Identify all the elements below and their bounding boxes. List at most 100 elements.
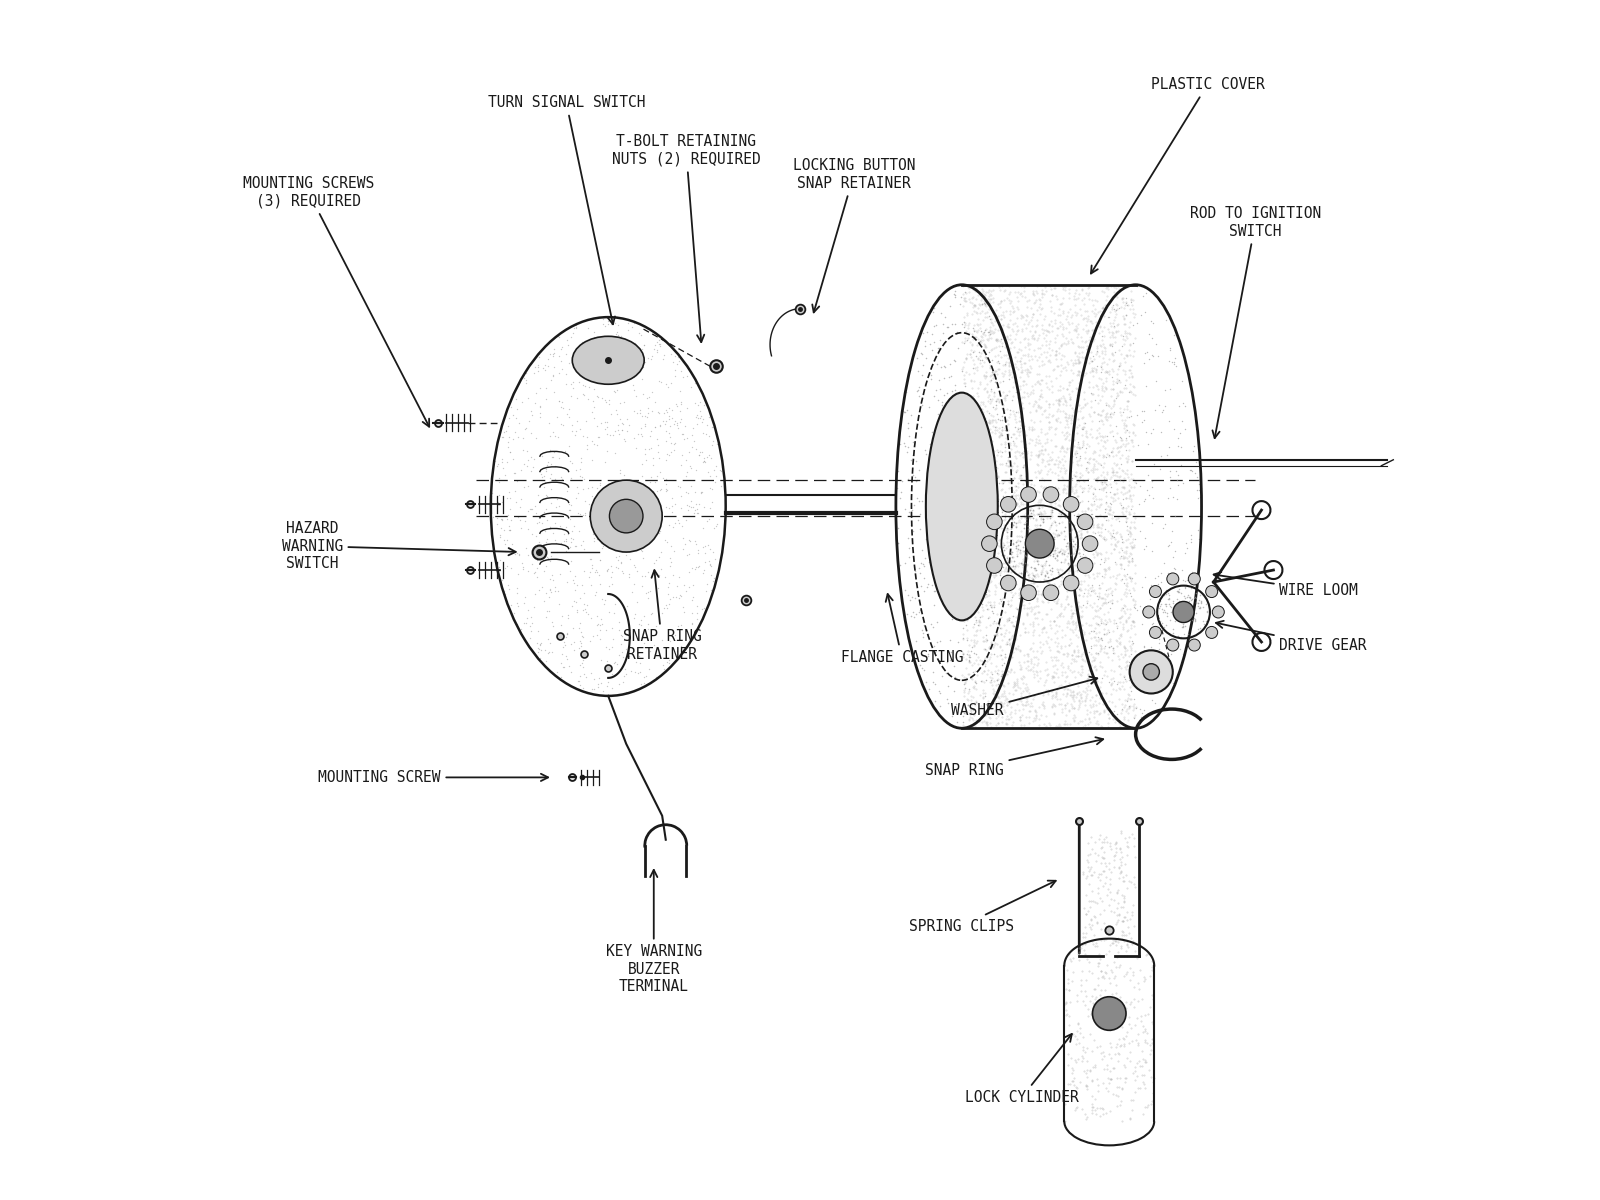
Point (589, 347, 614, 366)
Point (498, 559, 523, 578)
Point (498, 443, 523, 462)
Point (606, 340, 632, 359)
Point (538, 551, 563, 570)
Point (515, 502, 541, 521)
Point (624, 425, 650, 444)
Point (488, 518, 514, 538)
Point (699, 436, 725, 455)
Point (626, 664, 651, 683)
Point (554, 624, 579, 643)
Point (1093, 474, 1118, 493)
Point (1179, 461, 1205, 480)
Point (582, 562, 608, 581)
Point (619, 317, 645, 336)
Point (610, 648, 635, 667)
Point (886, 556, 912, 575)
Point (902, 588, 928, 607)
Point (634, 407, 659, 426)
Point (1032, 526, 1058, 545)
Point (1158, 353, 1184, 372)
Point (1026, 498, 1051, 517)
Point (938, 518, 963, 538)
Point (566, 631, 592, 650)
Text: T-BOLT RETAINING
NUTS (2) REQUIRED: T-BOLT RETAINING NUTS (2) REQUIRED (611, 134, 760, 342)
Point (698, 554, 723, 574)
Point (592, 317, 618, 336)
Point (506, 508, 531, 527)
Point (597, 640, 622, 659)
Point (542, 497, 568, 516)
Point (699, 418, 725, 437)
Point (960, 318, 986, 337)
Point (525, 355, 550, 374)
Point (1171, 587, 1197, 606)
Point (1189, 497, 1214, 516)
Point (1013, 515, 1038, 534)
Point (1067, 580, 1093, 599)
Point (952, 704, 978, 724)
Point (915, 552, 941, 571)
Point (1162, 355, 1187, 374)
Point (971, 574, 997, 593)
Point (619, 470, 645, 490)
Point (670, 353, 696, 372)
Point (557, 451, 582, 470)
Point (1123, 672, 1149, 691)
Point (1016, 535, 1042, 554)
Point (1165, 582, 1190, 601)
Point (920, 617, 946, 636)
Point (598, 637, 624, 656)
Point (1034, 541, 1059, 560)
Point (1155, 536, 1181, 556)
Point (942, 535, 968, 554)
Point (488, 551, 514, 570)
Point (1024, 560, 1050, 580)
Point (1168, 424, 1194, 443)
Point (1117, 427, 1142, 446)
Point (1098, 443, 1123, 462)
Point (694, 425, 720, 444)
Point (573, 646, 598, 665)
Point (563, 488, 589, 508)
Point (533, 557, 558, 576)
Point (547, 517, 573, 536)
Point (914, 444, 939, 463)
Point (1003, 539, 1029, 558)
Point (965, 485, 990, 504)
Text: DRIVE GEAR: DRIVE GEAR (1216, 620, 1366, 653)
Point (944, 323, 970, 342)
Point (1130, 287, 1155, 306)
Point (942, 380, 968, 400)
Point (661, 588, 686, 607)
Point (1070, 364, 1096, 383)
Point (1070, 595, 1096, 614)
Point (954, 395, 979, 414)
Point (920, 341, 946, 360)
Point (922, 316, 947, 335)
Point (970, 500, 995, 520)
Point (1173, 617, 1198, 636)
Point (941, 401, 966, 420)
Point (523, 428, 549, 448)
Point (634, 512, 659, 532)
Point (931, 368, 957, 388)
Point (563, 460, 589, 479)
Point (645, 332, 670, 352)
Point (1139, 329, 1165, 348)
Point (685, 406, 710, 425)
Point (997, 509, 1022, 528)
Point (1021, 566, 1046, 586)
Point (501, 406, 526, 425)
Point (597, 523, 622, 542)
Point (541, 448, 566, 467)
Point (1069, 437, 1094, 456)
Point (888, 482, 914, 502)
Point (509, 392, 534, 412)
Point (587, 488, 613, 508)
Point (938, 577, 963, 596)
Point (698, 449, 723, 468)
Point (654, 577, 680, 596)
Point (512, 593, 538, 612)
Point (1006, 588, 1032, 607)
Point (986, 443, 1011, 462)
